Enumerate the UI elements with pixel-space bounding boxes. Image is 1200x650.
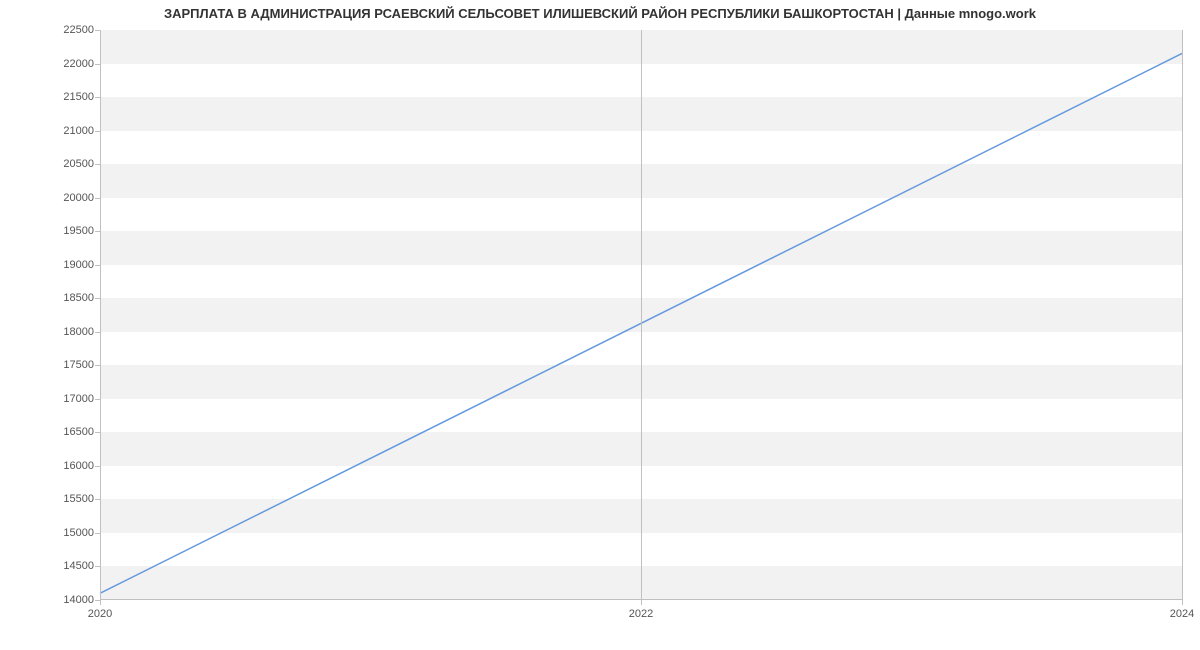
chart-title: ЗАРПЛАТА В АДМИНИСТРАЦИЯ РСАЕВСКИЙ СЕЛЬС… (0, 6, 1200, 21)
y-axis-line (100, 30, 101, 600)
x-tick-mark (641, 600, 642, 605)
y-tick-label: 16500 (63, 426, 94, 438)
x-gridline (1182, 30, 1183, 600)
y-tick-label: 17000 (63, 393, 94, 405)
x-gridline (641, 30, 642, 600)
y-tick-label: 21500 (63, 91, 94, 103)
y-tick-label: 15500 (63, 493, 94, 505)
y-tick-label: 19500 (63, 225, 94, 237)
y-tick-label: 22500 (63, 24, 94, 36)
x-tick-mark (1182, 600, 1183, 605)
x-tick-label: 2020 (88, 608, 112, 620)
y-tick-label: 21000 (63, 125, 94, 137)
y-tick-label: 15000 (63, 527, 94, 539)
x-tick-label: 2024 (1170, 608, 1194, 620)
y-tick-label: 20500 (63, 158, 94, 170)
x-axis-line (100, 599, 1182, 600)
y-tick-label: 14000 (63, 594, 94, 606)
line-chart: ЗАРПЛАТА В АДМИНИСТРАЦИЯ РСАЕВСКИЙ СЕЛЬС… (0, 0, 1200, 650)
x-tick-mark (100, 600, 101, 605)
y-tick-label: 19000 (63, 259, 94, 271)
y-tick-label: 18500 (63, 292, 94, 304)
y-tick-label: 20000 (63, 192, 94, 204)
x-tick-label: 2022 (629, 608, 653, 620)
y-tick-label: 14500 (63, 560, 94, 572)
y-tick-label: 22000 (63, 58, 94, 70)
y-tick-label: 16000 (63, 460, 94, 472)
plot-area: 1400014500150001550016000165001700017500… (100, 30, 1182, 600)
y-tick-label: 18000 (63, 326, 94, 338)
y-tick-label: 17500 (63, 359, 94, 371)
